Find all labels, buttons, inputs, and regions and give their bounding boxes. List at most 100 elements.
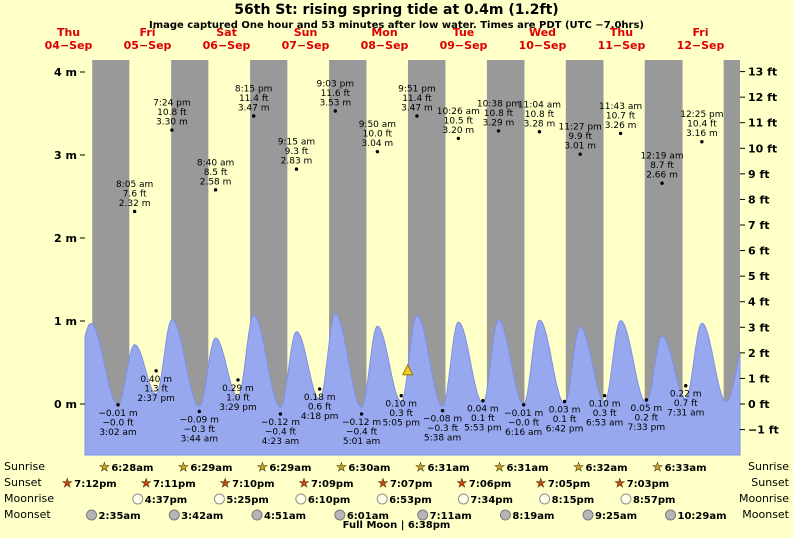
sunrise-row-label-right: Sunrise [747,460,789,473]
tide-extreme-dot [700,140,704,144]
sunset-time: 7:07pm [390,479,432,490]
high-tide-label-line: 10:38 pm [477,99,520,109]
tide-extreme-dot [236,378,240,382]
moonrise-row-label-right: Moonrise [739,492,789,505]
moonrise-icon [132,493,144,505]
moonrise-time: 5:25pm [226,495,268,506]
tide-extreme-dot [496,129,501,133]
left-axis-label: 4 m [54,66,77,79]
day-date: 09−Sep [440,39,488,52]
low-tide-label-line: 7:33 pm [628,423,666,433]
moonrise-time: 6:10pm [308,495,350,506]
low-tide-label-line: 6:42 pm [546,425,584,435]
low-tide-label-line: 7:31 am [667,409,704,419]
tide-extreme-dot [644,398,649,402]
tide-extreme-dot [154,369,158,373]
right-axis-label: 4 ft [748,296,770,309]
high-tide-label-line: 2.32 m [119,199,151,209]
low-tide-label-line: 4:23 am [262,437,299,447]
day-date: 11−Sep [598,39,646,52]
sunrise-time: 6:32am [586,463,628,474]
right-axis-label: 12 ft [748,91,777,104]
high-tide-label-line: 11.4 ft [239,94,269,104]
moonset-time: 3:42am [181,511,223,522]
tide-extreme-dot [278,412,283,416]
high-tide-label-line: 3.29 m [483,118,515,128]
high-tide-label-line: 11.4 ft [402,94,432,104]
night-band [723,60,740,455]
high-tide-label-line: 9:50 am [359,120,396,130]
high-tide-label-line: 3.20 m [443,126,475,136]
sunset-time: 7:11pm [153,479,195,490]
moon-phase-footer: Full Moon | 6:38pm [342,520,451,531]
left-axis-label: 2 m [54,232,77,245]
high-tide-label-line: 3.16 m [686,129,718,139]
tide-extreme-dot [537,130,542,134]
sunset-time: 7:03pm [627,479,669,490]
low-tide-label-line: 3:44 am [181,434,218,444]
day-label: Fri [692,26,708,39]
moonrise-time: 8:57pm [633,495,675,506]
sunrise-icon: ★ [573,460,584,474]
tide-extreme-dot [294,167,299,171]
moonset-time: 6:01am [347,511,389,522]
low-tide-label-line: −0.3 ft [184,425,216,435]
high-tide-label-line: 8.7 ft [650,161,674,171]
low-tide-label-line: −0.4 ft [265,427,297,437]
right-axis-label: 8 ft [748,193,770,206]
sunset-icon: ★ [457,476,468,490]
low-tide-label-line: 0.03 m [549,406,581,416]
moonset-time: 9:25am [595,511,637,522]
sunrise-time: 6:33am [665,463,707,474]
low-tide-label-line: 0.2 ft [634,413,658,423]
moonrise-time: 6:53pm [389,495,431,506]
day-date: 05−Sep [124,39,172,52]
high-tide-label-line: 3.53 m [319,99,351,109]
sunset-icon: ★ [614,476,625,490]
sunrise-icon: ★ [652,460,663,474]
high-tide-label-line: 3.47 m [401,103,433,113]
low-tide-label-line: −0.09 m [180,415,219,425]
sunrise-time: 6:29am [269,463,311,474]
right-axis-label: 7 ft [748,219,770,232]
moonset-icon [664,509,676,521]
moonset-icon [86,509,98,521]
current-tide-marker [402,363,414,376]
sunset-icon: ★ [378,476,389,490]
tide-extreme-dot [456,136,461,141]
sunrise-icon: ★ [336,460,347,474]
left-axis-label: 0 m [54,398,77,411]
sunset-icon: ★ [535,476,546,490]
low-tide-label-line: 1.3 ft [144,384,168,394]
day-date: 08−Sep [361,39,409,52]
low-tide-label-line: 0.6 ft [308,403,332,413]
right-axis-label: 1 ft [748,372,770,385]
high-tide-label-line: 11:43 am [599,102,642,112]
sunrise-time: 6:30am [348,463,390,474]
low-tide-label-line: 4:18 pm [301,412,339,422]
low-tide-label-line: 3:29 pm [219,403,257,413]
page-subtitle: Image captured One hour and 53 minutes a… [149,20,644,31]
tide-extreme-dot [481,398,485,403]
sunset-row-label-right: Sunset [751,476,789,489]
low-tide-label-line: −0.01 m [98,409,137,419]
sunset-time: 7:09pm [311,479,353,490]
tide-extreme-dot [578,152,582,156]
right-axis-label: 5 ft [748,270,770,283]
sunrise-time: 6:29am [190,463,232,474]
moonrise-time: 4:37pm [145,495,187,506]
high-tide-label-line: 3.30 m [156,118,188,128]
sunrise-icon: ★ [178,460,189,474]
low-tide-label-line: −0.4 ft [346,427,378,437]
low-tide-label-line: −0.01 m [504,409,543,419]
tide-extreme-dot [399,394,403,398]
low-tide-label-line: −0.0 ft [102,418,134,428]
day-label: Tue [453,26,475,39]
moonset-icon [334,509,346,521]
high-tide-label-line: 11:27 pm [559,123,602,133]
high-tide-label-line: 3.04 m [362,139,394,149]
high-tide-label-line: 10.4 ft [687,120,717,130]
low-tide-label-line: 1.0 ft [226,393,250,403]
low-tide-label-line: 6:16 am [505,428,542,438]
right-axis-label: 6 ft [748,245,770,258]
